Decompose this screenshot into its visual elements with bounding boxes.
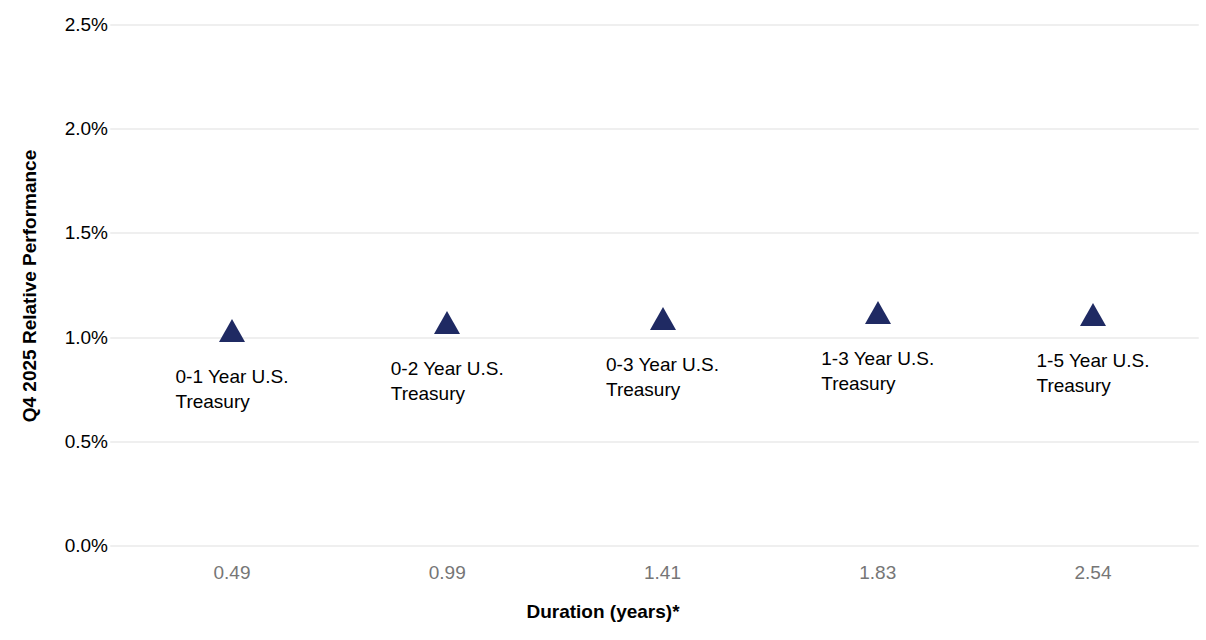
data-point-label-line: 1-5 Year U.S. — [1036, 348, 1149, 373]
gridline — [110, 232, 1199, 234]
x-tick-label: 0.99 — [429, 563, 466, 583]
y-tick-label: 0.0% — [0, 535, 108, 557]
x-tick-label: 2.54 — [1075, 563, 1112, 583]
data-point-marker-triangle — [865, 301, 891, 324]
gridline — [110, 441, 1199, 443]
gridline — [110, 128, 1199, 130]
data-point-label-line: 1-3 Year U.S. — [821, 346, 934, 371]
chart-container: Q4 2025 Relative Performance 0.0% 0.5% 1.0… — [0, 0, 1206, 640]
data-point-label-line: Treasury — [606, 377, 719, 402]
y-tick-label: 2.0% — [0, 118, 108, 140]
y-axis-title: Q4 2025 Relative Performance — [19, 150, 41, 423]
gridline — [110, 24, 1199, 26]
gridline — [110, 545, 1199, 547]
y-tick-label: 0.5% — [0, 431, 108, 453]
data-point-label-line: 0-3 Year U.S. — [606, 352, 719, 377]
x-tick-label: 1.41 — [644, 563, 681, 583]
data-point-marker-triangle — [219, 319, 245, 342]
data-point-label-line: Treasury — [175, 389, 288, 414]
data-point-label: 0-2 Year U.S.Treasury — [391, 356, 504, 406]
y-tick-label: 1.5% — [0, 222, 108, 244]
y-tick-label: 2.5% — [0, 14, 108, 36]
y-tick-label: 1.0% — [0, 327, 108, 349]
x-tick-label: 0.49 — [214, 563, 251, 583]
x-axis-title: Duration (years)* — [0, 601, 1206, 623]
data-point-marker-triangle — [1080, 303, 1106, 326]
data-point-marker-triangle — [434, 311, 460, 334]
data-point-label: 0-3 Year U.S.Treasury — [606, 352, 719, 402]
data-point-label: 1-5 Year U.S.Treasury — [1036, 348, 1149, 398]
data-point-label-line: Treasury — [391, 381, 504, 406]
gridline — [110, 337, 1199, 339]
data-point-label: 1-3 Year U.S.Treasury — [821, 346, 934, 396]
data-point-label-line: Treasury — [821, 371, 934, 396]
data-point-label-line: 0-1 Year U.S. — [175, 364, 288, 389]
data-point-marker-triangle — [650, 307, 676, 330]
data-point-label-line: 0-2 Year U.S. — [391, 356, 504, 381]
x-tick-label: 1.83 — [859, 563, 896, 583]
data-point-label-line: Treasury — [1036, 373, 1149, 398]
data-point-label: 0-1 Year U.S.Treasury — [175, 364, 288, 414]
